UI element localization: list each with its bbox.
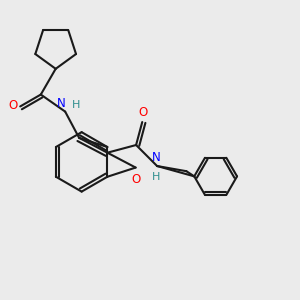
Text: H: H xyxy=(152,172,160,182)
Text: O: O xyxy=(139,106,148,119)
Text: O: O xyxy=(9,99,18,112)
Text: N: N xyxy=(152,151,160,164)
Text: N: N xyxy=(56,98,65,110)
Text: O: O xyxy=(132,173,141,186)
Text: H: H xyxy=(72,100,80,110)
